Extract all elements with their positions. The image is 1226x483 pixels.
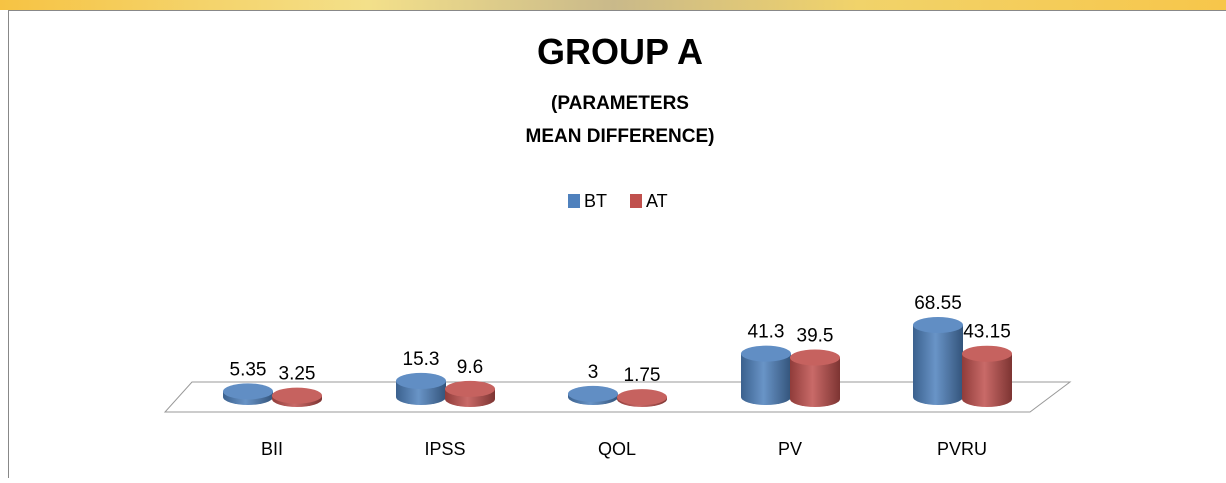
bar (913, 317, 963, 405)
bar-top (790, 350, 840, 366)
bar-top (568, 386, 618, 402)
bar (223, 383, 273, 405)
data-label: 41.3 (748, 322, 785, 343)
bar (396, 373, 446, 405)
bar-top (913, 317, 963, 333)
bar (962, 346, 1012, 407)
chart-subtitle: (PARAMETERS (551, 93, 689, 114)
data-label: 68.55 (914, 293, 962, 314)
x-tick-label: IPSS (424, 439, 465, 459)
bar-top (396, 373, 446, 389)
bar (741, 346, 791, 405)
data-label: 9.6 (457, 357, 483, 378)
bar-top (223, 383, 273, 399)
bar-body (913, 325, 963, 405)
x-tick-label: PV (778, 439, 802, 459)
bar (790, 350, 840, 407)
bar (445, 381, 495, 407)
data-label: 43.15 (963, 322, 1011, 343)
top-band (0, 0, 1226, 10)
bar (272, 388, 322, 407)
page: GROUP A (PARAMETERS MEAN DIFFERENCE) BT A… (0, 0, 1226, 478)
legend-label: BT (584, 191, 607, 211)
bar-top (962, 346, 1012, 362)
bar (568, 386, 618, 405)
legend-swatch (630, 194, 642, 208)
x-tick-label: QOL (598, 439, 636, 459)
chart-subtitle: MEAN DIFFERENCE) (526, 126, 715, 147)
bar-top (445, 381, 495, 397)
legend-label: AT (646, 191, 668, 211)
x-tick-label: PVRU (937, 439, 987, 459)
data-label: 3.25 (279, 364, 316, 385)
legend-swatch (568, 194, 580, 208)
bar-top (272, 388, 322, 404)
x-tick-label: BII (261, 439, 283, 459)
chart-title: GROUP A (537, 31, 703, 72)
data-label: 39.5 (797, 326, 834, 347)
chart: GROUP A (PARAMETERS MEAN DIFFERENCE) BT A… (0, 0, 1226, 478)
bar-top (741, 346, 791, 362)
bar (617, 389, 667, 407)
data-label: 1.75 (624, 365, 661, 386)
bar-top (617, 389, 667, 405)
data-label: 5.35 (230, 359, 267, 380)
data-label: 15.3 (403, 349, 440, 370)
data-label: 3 (588, 362, 599, 383)
